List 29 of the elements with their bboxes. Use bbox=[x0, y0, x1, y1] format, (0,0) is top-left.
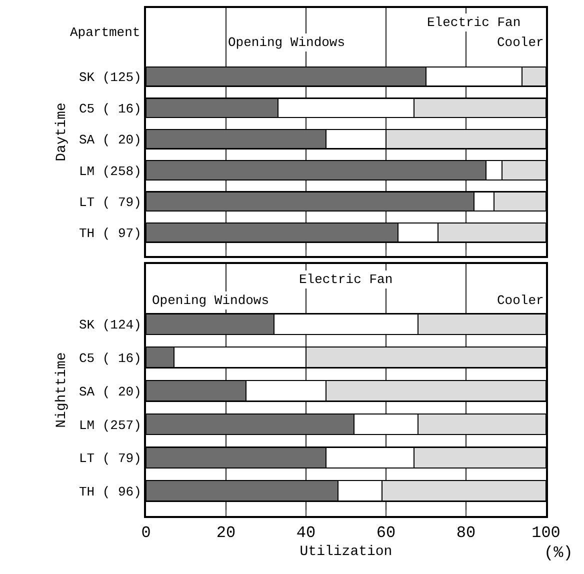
y-tick-label: C5 ( 16) bbox=[78, 351, 142, 366]
text: Electric Fan bbox=[299, 272, 393, 287]
series-label: Opening Windows bbox=[228, 35, 346, 50]
x-tick-label: 60 bbox=[376, 524, 396, 542]
text: Apartment bbox=[70, 25, 140, 40]
y-tick-label: TH ( 97) bbox=[78, 226, 142, 242]
text: Electric Fan bbox=[427, 15, 521, 30]
series-label: Cooler bbox=[497, 35, 544, 50]
series-label: Cooler bbox=[497, 293, 544, 308]
y-tick-label: SK (125) bbox=[78, 70, 142, 86]
series-label: Opening Windows bbox=[152, 293, 270, 308]
y-tick-label: TH ( 96) bbox=[78, 484, 142, 500]
y-tick-label: SA ( 20) bbox=[78, 384, 142, 400]
y-tick-label: LT ( 79) bbox=[78, 194, 142, 210]
x-tick-label: 100 bbox=[532, 524, 560, 542]
y-tick-label: LM (257) bbox=[78, 418, 142, 433]
y-tick-label: SK (124) bbox=[78, 318, 142, 333]
x-tick-label: 0 bbox=[141, 524, 151, 542]
x-tick-label: 40 bbox=[296, 524, 316, 542]
x-tick-label: 20 bbox=[216, 524, 236, 542]
x-tick-label: 80 bbox=[456, 524, 476, 542]
y-axis-title: Daytime bbox=[54, 102, 70, 162]
y-tick-label: SA ( 20) bbox=[78, 132, 142, 148]
y-axis-title: Nighttime bbox=[54, 352, 70, 428]
x-axis-title: Utilization bbox=[300, 544, 392, 560]
y-tick-label: LT ( 79) bbox=[78, 451, 142, 466]
y-tick-label: LM (258) bbox=[78, 164, 142, 179]
text: (%) bbox=[544, 544, 573, 562]
y-tick-label: C5 ( 16) bbox=[78, 101, 142, 116]
